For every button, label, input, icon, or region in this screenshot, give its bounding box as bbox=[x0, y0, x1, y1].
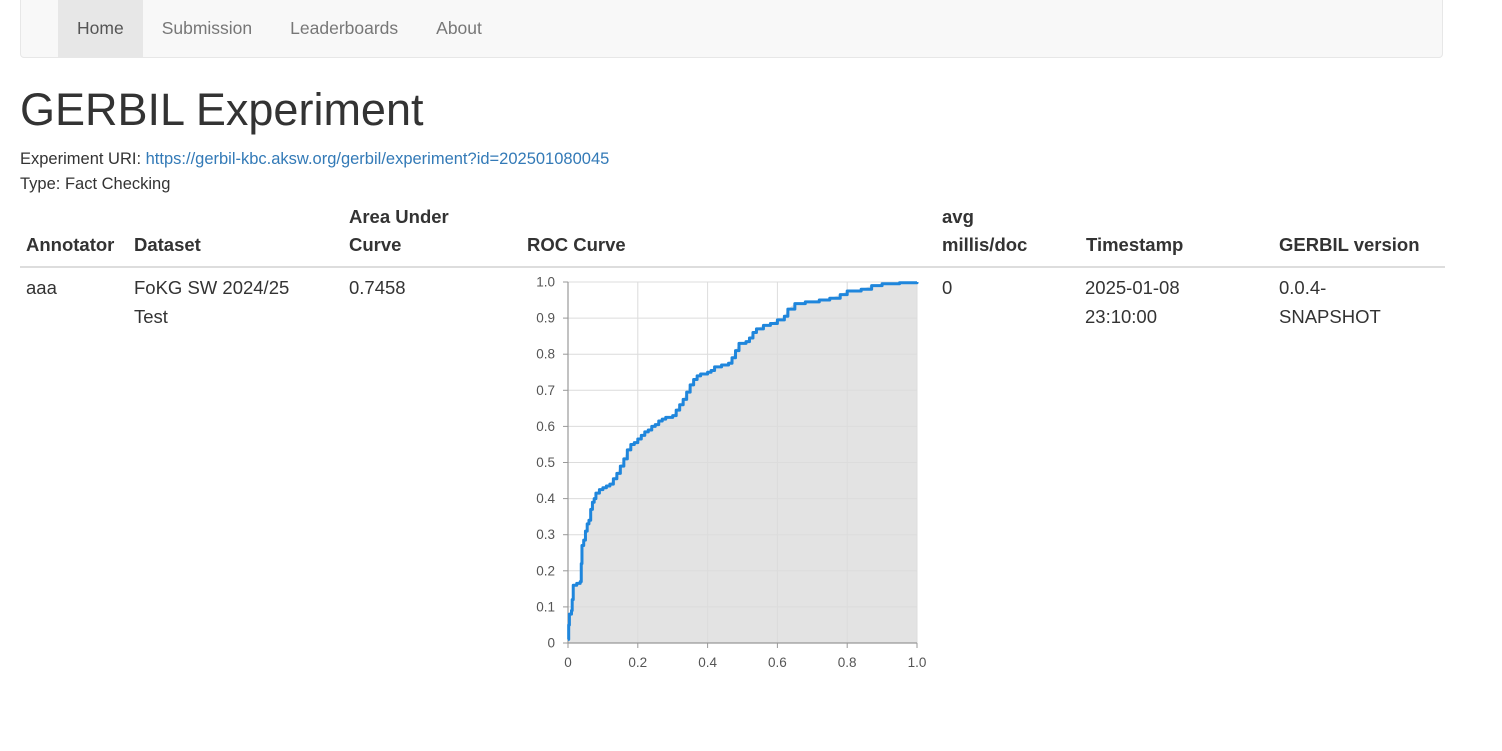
header-millis-line1: avg bbox=[942, 206, 974, 227]
page-title: GERBIL Experiment bbox=[20, 84, 424, 135]
table-header-rule bbox=[20, 266, 1445, 268]
y-tick-label-8: 0.8 bbox=[536, 347, 555, 362]
header-annotator: Annotator bbox=[26, 234, 115, 255]
experiment-uri-label: Experiment URI: bbox=[20, 150, 146, 168]
experiment-type-label: Type: bbox=[20, 175, 65, 193]
y-tick-label-9: 0.9 bbox=[536, 311, 555, 326]
roc-curve-line bbox=[567, 281, 919, 641]
x-tick-label-1: 0.2 bbox=[628, 655, 647, 670]
experiment-type-value: Fact Checking bbox=[64, 175, 171, 193]
y-tick-label-10: 1.0 bbox=[536, 275, 555, 290]
experiment-type-line: Type: Fact Checking bbox=[20, 173, 170, 195]
cell-timestamp-line1: 2025-01-08 bbox=[1085, 277, 1180, 298]
experiment-uri-link[interactable]: https://gerbil-kbc.aksw.org/gerbil/exper… bbox=[145, 150, 610, 168]
x-tick-label-5: 1.0 bbox=[908, 655, 927, 670]
y-tick-label-3: 0.3 bbox=[536, 527, 555, 542]
experiment-uri-line: Experiment URI: https://gerbil-kbc.aksw.… bbox=[20, 148, 609, 170]
y-tick-label-2: 0.2 bbox=[536, 563, 555, 578]
x-tick-label-2: 0.4 bbox=[698, 655, 717, 670]
roc-curve-chart: 0 0.1 0.2 0.3 0.4 0.5 0.6 0.7 0.8 0.9 1.0 0 0.2 0.4 0.… bbox=[536, 275, 927, 671]
header-version: GERBIL version bbox=[1279, 234, 1420, 255]
y-tick-label-4: 0.4 bbox=[536, 491, 555, 506]
x-tick-label-0: 0 bbox=[564, 655, 572, 670]
x-tick-label-4: 0.8 bbox=[838, 655, 857, 670]
cell-timestamp-line2: 23:10:00 bbox=[1085, 306, 1158, 327]
nav-item-home[interactable]: Home bbox=[58, 0, 143, 58]
cell-millis: 0 bbox=[942, 277, 953, 298]
y-tick-label-6: 0.6 bbox=[536, 419, 555, 434]
cell-dataset-line2: Test bbox=[134, 306, 168, 327]
y-tick-label-7: 0.7 bbox=[536, 383, 555, 398]
y-tick-label-5: 0.5 bbox=[536, 455, 555, 470]
nav-menu: Home Submission Leaderboards About bbox=[58, 0, 501, 59]
navbar: Home Submission Leaderboards About bbox=[20, 0, 1443, 58]
header-timestamp: Timestamp bbox=[1086, 234, 1184, 255]
nav-item-leaderboards[interactable]: Leaderboards bbox=[290, 18, 399, 38]
x-tick-label-3: 0.6 bbox=[768, 655, 787, 670]
header-millis-line2: millis/doc bbox=[942, 234, 1028, 255]
cell-dataset-line1: FoKG SW 2024/25 bbox=[134, 277, 290, 298]
y-tick-label-0: 0 bbox=[547, 636, 555, 651]
header-roc: ROC Curve bbox=[527, 234, 626, 255]
header-dataset: Dataset bbox=[134, 234, 201, 255]
cell-auc: 0.7458 bbox=[349, 277, 406, 298]
y-tick-label-1: 0.1 bbox=[536, 599, 555, 614]
nav-item-about[interactable]: About bbox=[436, 18, 482, 38]
header-auc-line1: Area Under bbox=[349, 206, 449, 227]
cell-annotator: aaa bbox=[26, 277, 57, 298]
cell-version-line2: SNAPSHOT bbox=[1279, 306, 1381, 327]
header-auc-line2: Curve bbox=[349, 234, 402, 255]
cell-version-line1: 0.0.4- bbox=[1279, 277, 1327, 298]
nav-item-submission[interactable]: Submission bbox=[161, 18, 253, 38]
